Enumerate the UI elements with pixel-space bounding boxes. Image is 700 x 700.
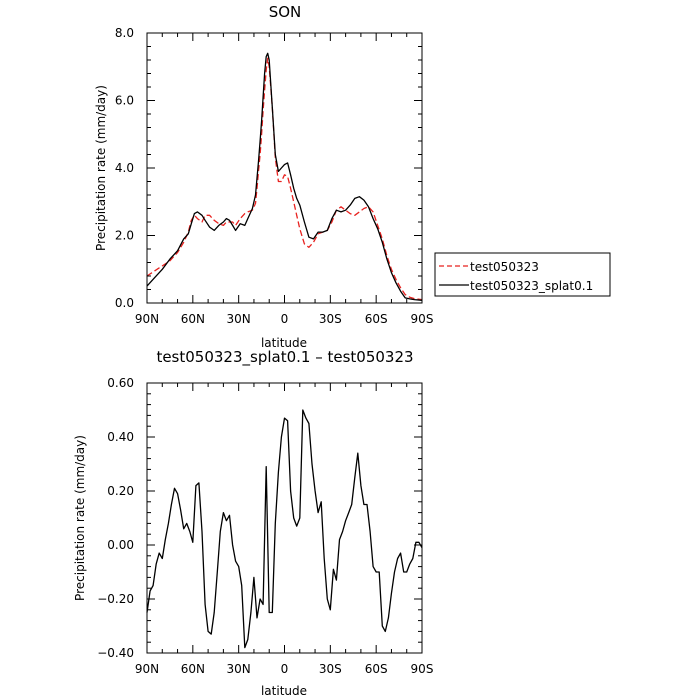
bottom-x-axis-label: latitude [261,684,307,698]
top-x-tick-label: 0 [281,312,289,326]
bottom-y-tick-label: −0.40 [97,646,134,660]
bottom-y-tick-label: 0.20 [107,484,134,498]
bottom-y-axis-label: Precipitation rate (mm/day) [73,435,87,601]
bottom-panel: test050323_splat0.1 – test050323 90N 60N 3… [73,348,433,698]
legend-box [434,252,611,297]
legend-label-test050323-splat: test050323_splat0.1 [470,279,593,293]
top-panel: SON 90N 60N 30N 0 30S 60S 90S 0.0 2.0 4.0 6.0 8.0 l… [94,3,611,350]
top-x-tick-label: 90N [135,312,159,326]
top-plot-frame [146,32,423,304]
bottom-x-tick-label: 30N [227,662,251,676]
bottom-chart-title: test050323_splat0.1 – test050323 [156,348,413,367]
top-y-tick-label: 2.0 [115,229,134,243]
bottom-plot-frame [146,382,423,654]
top-x-tick-label: 60S [365,312,388,326]
top-x-tick-label: 60N [181,312,205,326]
top-series-line-0 [146,57,423,301]
bottom-series-line-0 [146,409,423,649]
top-y-axis-label: Precipitation rate (mm/day) [94,85,108,251]
top-x-tick-label: 30S [319,312,342,326]
top-x-axis-label: latitude [261,336,307,350]
bottom-x-tick-label: 90S [411,662,434,676]
bottom-x-tick-label: 90N [135,662,159,676]
top-y-tick-label: 8.0 [115,26,134,40]
top-y-tick-label: 6.0 [115,94,134,108]
top-series-line-1 [146,52,423,301]
bottom-y-tick-label: −0.20 [97,592,134,606]
bottom-x-tick-label: 30S [319,662,342,676]
top-x-tick-label: 90S [411,312,434,326]
top-chart-title: SON [269,3,302,21]
bottom-y-tick-label: 0.40 [107,430,134,444]
top-x-tick-label: 30N [227,312,251,326]
bottom-x-tick-label: 60S [365,662,388,676]
bottom-y-tick-label: 0.00 [107,538,134,552]
legend: test050323 test050323_splat0.1 [434,252,611,297]
bottom-x-tick-label: 60N [181,662,205,676]
top-y-tick-label: 0.0 [115,296,134,310]
top-y-tick-label: 4.0 [115,161,134,175]
legend-label-test050323: test050323 [470,260,539,274]
bottom-x-tick-label: 0 [281,662,289,676]
bottom-y-tick-label: 0.60 [107,376,134,390]
